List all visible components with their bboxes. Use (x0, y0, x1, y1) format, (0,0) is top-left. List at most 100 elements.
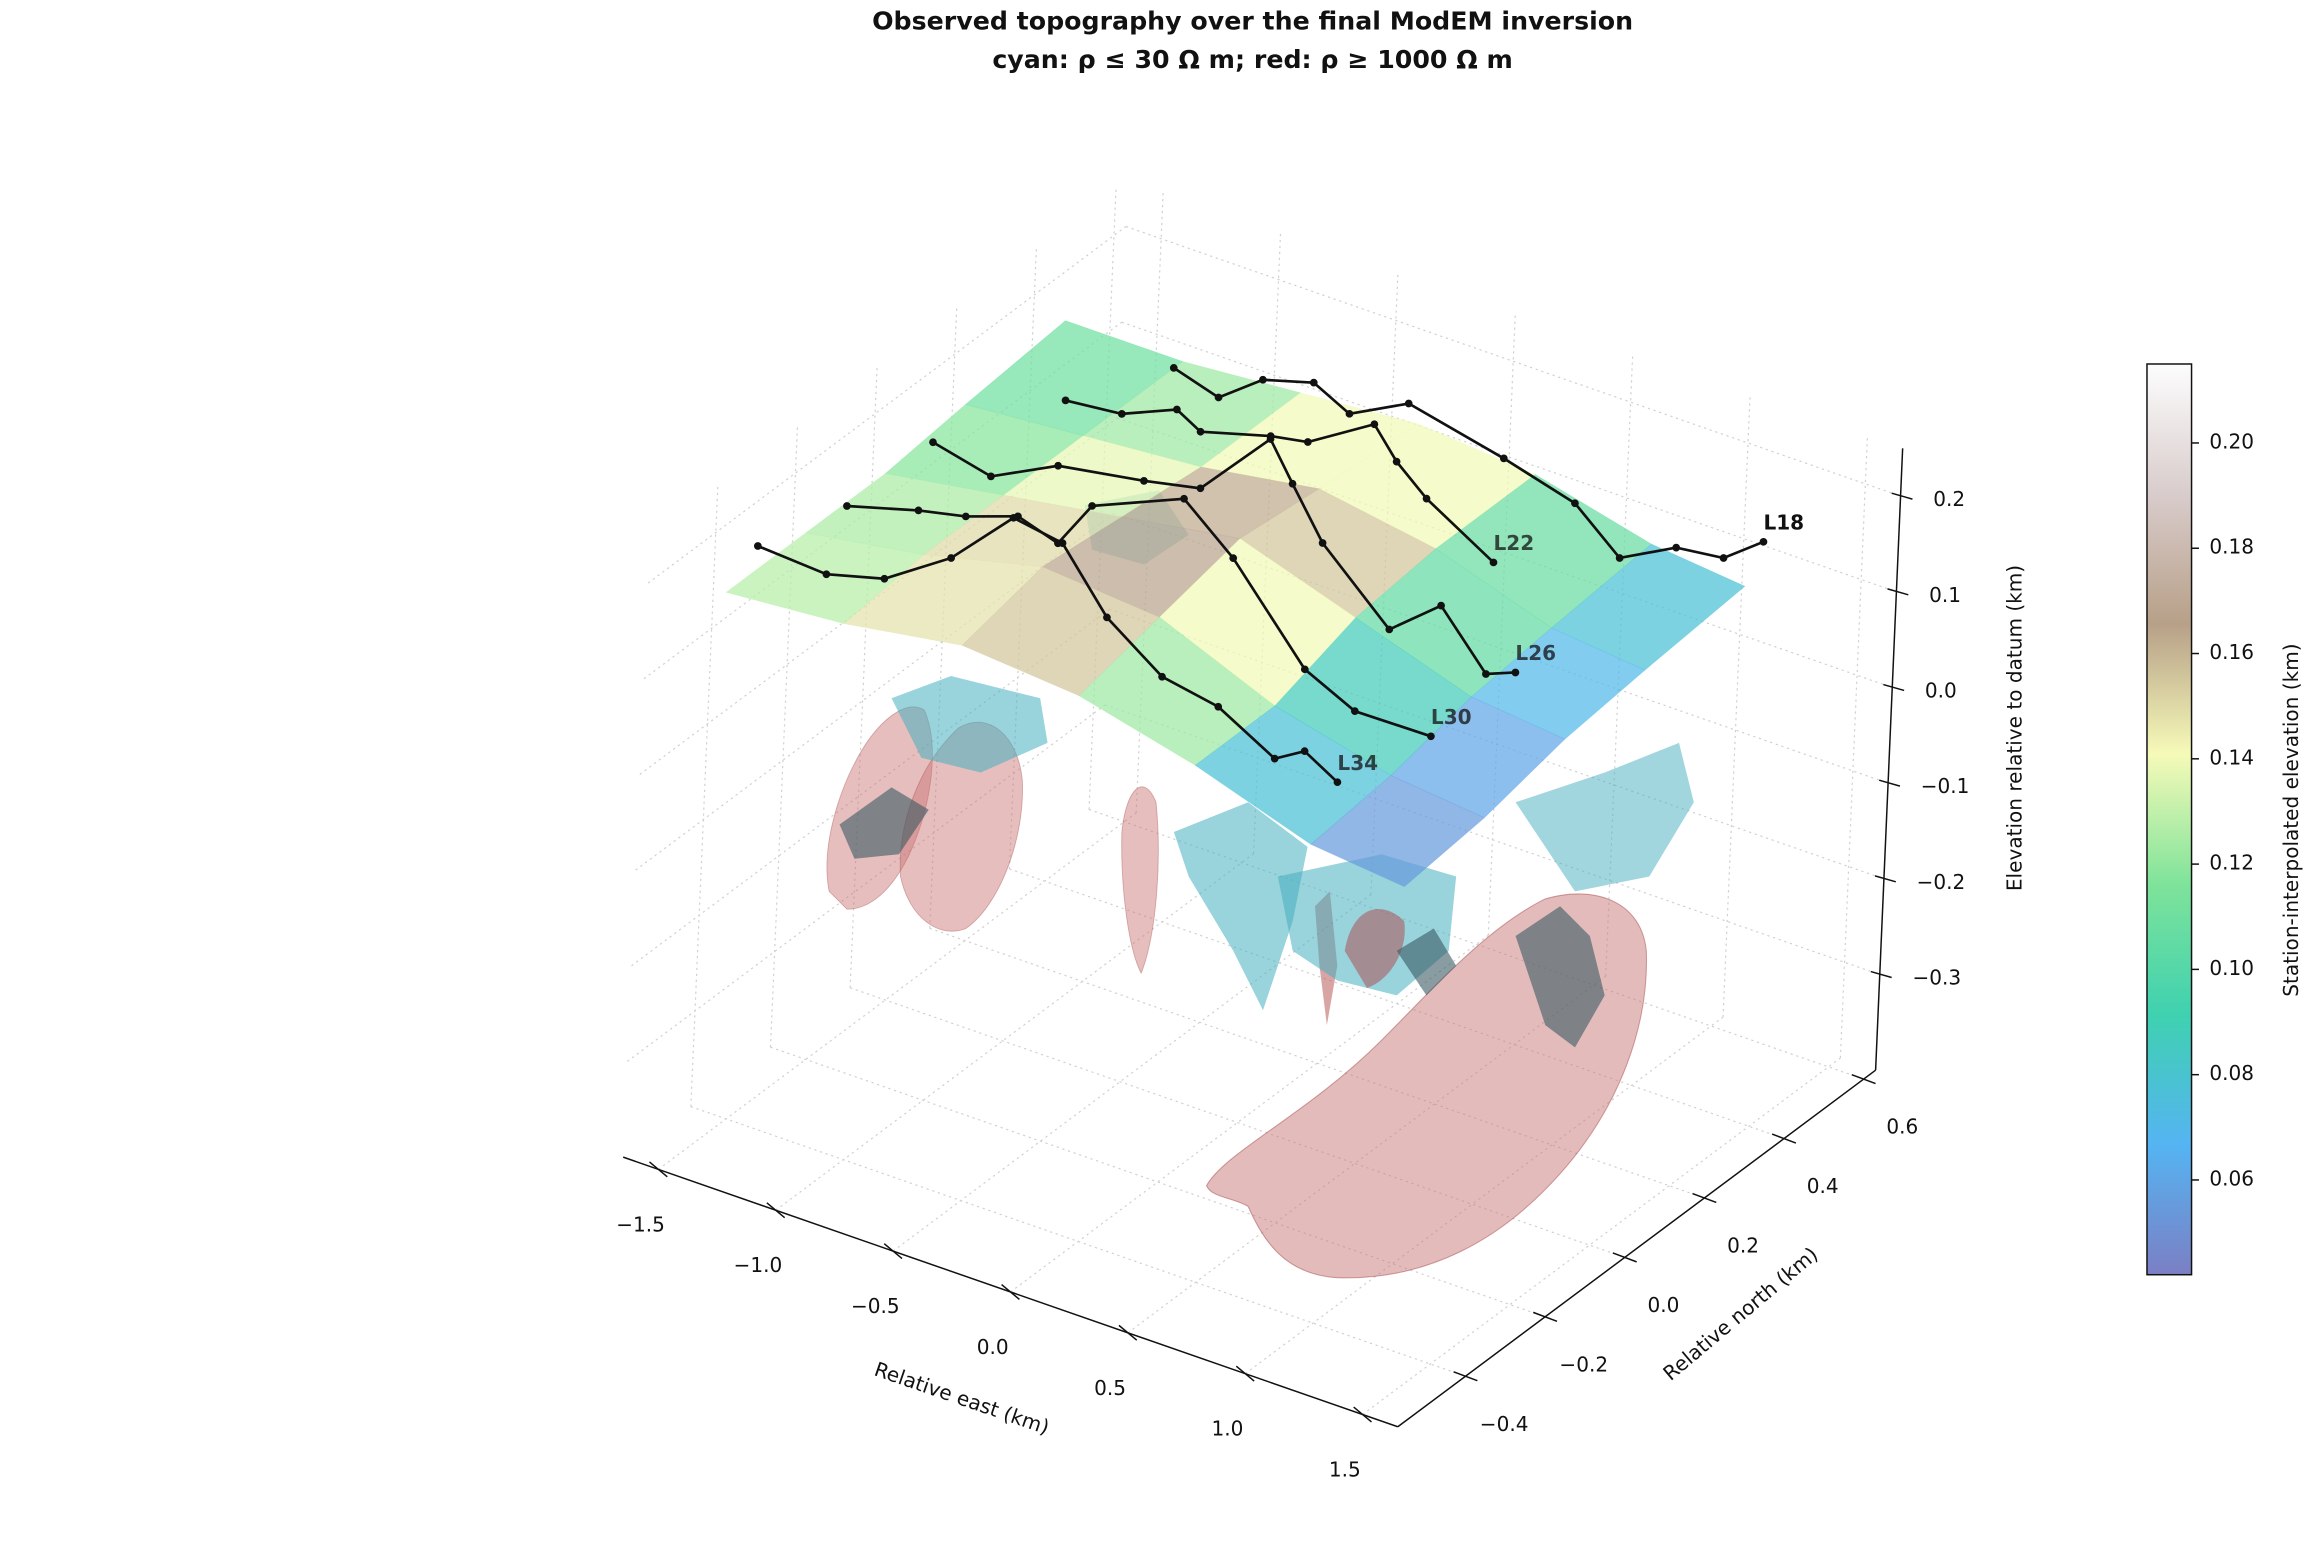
station (1719, 554, 1728, 562)
station (880, 574, 889, 583)
x-axis-label: Relative east (km) (871, 1357, 1052, 1439)
y-tick (1612, 1252, 1637, 1263)
station (929, 438, 937, 447)
station (1300, 747, 1309, 756)
station (1288, 479, 1297, 488)
station (1437, 601, 1445, 610)
station (1061, 396, 1070, 405)
grid-line (690, 1106, 1466, 1377)
x-tick-label: 0.0 (977, 1335, 1009, 1359)
station-lines: L18 L22 L26 L30 L34 (753, 364, 1804, 787)
station-line (757, 516, 1339, 784)
station (1266, 435, 1275, 443)
grid-line (1125, 225, 1901, 497)
chart-subtitle: cyan: ρ ≤ 30 Ω m; red: ρ ≥ 1000 Ω m (992, 45, 1513, 74)
station (1300, 665, 1309, 674)
station (1615, 554, 1624, 562)
station (1309, 378, 1318, 387)
surface-patch (1470, 627, 1646, 740)
station (961, 512, 970, 521)
station (1158, 672, 1166, 681)
station (1103, 613, 1111, 622)
y-tick-label: 0.0 (1647, 1293, 1679, 1317)
colorbar-tick-label: 0.20 (2209, 429, 2254, 453)
z-tick-label: −0.3 (1912, 965, 1961, 989)
station (1511, 668, 1520, 677)
station (1058, 539, 1067, 548)
x-tick (1001, 1283, 1020, 1300)
lower-isosurface (1205, 893, 1648, 1279)
z-tick-label: 0.0 (1925, 678, 1957, 702)
colorbar (2146, 363, 2193, 1276)
conductive-body (1515, 906, 1605, 1048)
station (1404, 399, 1413, 408)
grid-line (775, 853, 1254, 1211)
grid-line (647, 226, 1127, 584)
x-tick (1235, 1365, 1255, 1382)
station (1169, 364, 1178, 372)
z-axis-label: Elevation relative to datum (km) (2003, 565, 2027, 891)
station (987, 472, 995, 481)
station (1054, 461, 1062, 470)
station (947, 554, 955, 562)
station-line (1173, 366, 1764, 560)
x-tick (1353, 1406, 1372, 1423)
station (1392, 457, 1401, 466)
station (1499, 454, 1508, 463)
station-line (1065, 399, 1495, 564)
y-tick-label: 0.2 (1727, 1234, 1759, 1258)
colorbar-tick-label: 0.12 (2209, 851, 2254, 875)
x-tick-label: 0.5 (1094, 1376, 1126, 1400)
station (1140, 476, 1148, 485)
surface-patch (1550, 543, 1746, 671)
y-tick-label: −0.2 (1559, 1352, 1608, 1376)
z-axis (1874, 448, 1904, 1071)
y-tick (1771, 1133, 1797, 1144)
z-tick-label: −0.1 (1921, 774, 1970, 798)
x-tick (1118, 1324, 1138, 1341)
x-tick-label: −0.5 (851, 1294, 900, 1318)
axes: −1.5 −1.0 −0.5 0.0 0.5 1.0 1.5 −0.4 −0.2 0.0 0.2 0.… (616, 448, 1969, 1481)
grid-line (1121, 321, 1897, 593)
x-tick-label: 1.5 (1329, 1457, 1361, 1481)
colorbar-tick-label: 0.16 (2209, 640, 2254, 664)
y-tick (1532, 1311, 1558, 1322)
station (1482, 670, 1490, 678)
grid-line (849, 365, 878, 988)
z-tick (1878, 779, 1901, 787)
station (1489, 558, 1498, 567)
station (1088, 502, 1096, 510)
resistive-body (1121, 786, 1159, 975)
conductive-body (1396, 928, 1457, 996)
station (1571, 499, 1579, 508)
resistive-body (899, 721, 1023, 932)
station (1672, 543, 1681, 552)
x-tick (766, 1202, 786, 1219)
x-tick (883, 1243, 903, 1260)
colorbar-tick-label: 0.18 (2209, 535, 2254, 559)
grid-line (1010, 934, 1489, 1293)
station (822, 570, 831, 579)
z-tick (1870, 970, 1892, 979)
grid-line (770, 1046, 1546, 1318)
z-tick-label: −0.2 (1917, 870, 1966, 894)
grid-line (690, 484, 719, 1107)
conductive-body (1173, 802, 1308, 1011)
colorbar-tick-label: 0.10 (2209, 956, 2254, 980)
station (1333, 778, 1342, 787)
station (1350, 707, 1359, 715)
station (1345, 409, 1354, 418)
x-tick-label: −1.0 (734, 1253, 783, 1277)
station (1370, 420, 1379, 429)
colorbar-label: Station-interpolated elevation (km) (2279, 643, 2303, 996)
z-tick (1883, 683, 1905, 692)
resistive-body (1344, 908, 1405, 988)
station (1427, 732, 1435, 741)
colorbar-ticks: 0.06 0.08 0.10 0.12 0.14 0.16 0.18 0.20 (2191, 429, 2254, 1190)
z-tick (1874, 875, 1897, 883)
station (1759, 537, 1768, 546)
grid-line (631, 608, 1110, 967)
colorbar-tick-label: 0.14 (2209, 745, 2254, 769)
